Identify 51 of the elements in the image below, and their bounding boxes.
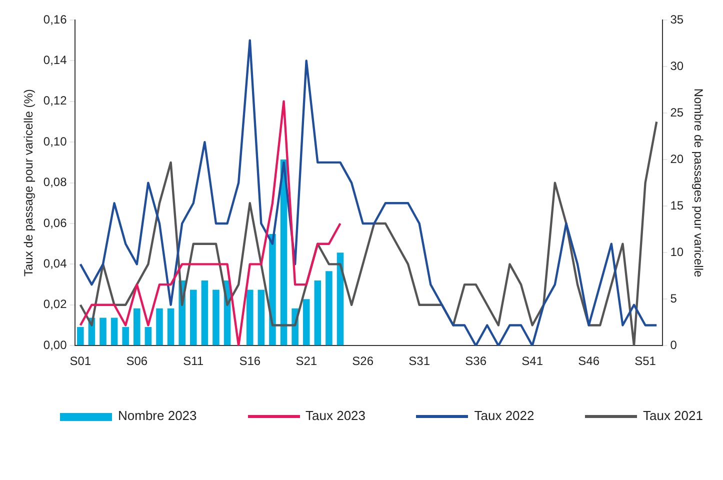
- bar: [100, 318, 106, 346]
- bar: [156, 308, 163, 346]
- y-tick-label: 0,02: [43, 297, 68, 312]
- bar: [302, 299, 310, 346]
- bar: [314, 280, 322, 346]
- y-tick-label: 0,00: [43, 338, 68, 352]
- bar: [190, 290, 197, 346]
- y2-tick-label: 5: [670, 291, 678, 306]
- bar: [77, 326, 84, 346]
- legend-label: Taux 2022: [474, 408, 534, 423]
- x-tick-label: S01: [70, 354, 92, 368]
- y-tick-label: 0,10: [43, 134, 68, 148]
- x-tick-label: S06: [126, 354, 148, 368]
- y2-tick-label: 25: [670, 105, 684, 120]
- y-tick-label: 0,08: [43, 175, 68, 190]
- y2-tick-label: 30: [670, 58, 684, 73]
- x-tick-label: S16: [239, 354, 261, 368]
- legend-label: Taux 2023: [306, 408, 366, 423]
- x-tick-label: S46: [578, 354, 600, 368]
- y2-tick-label: 15: [670, 198, 684, 212]
- y-tick-label: 0,16: [43, 12, 68, 26]
- bar: [110, 318, 118, 346]
- bar: [336, 252, 344, 346]
- y2-tick-label: 20: [670, 152, 684, 166]
- y-tick-label: 0,04: [43, 256, 68, 271]
- legend-label: Nombre 2023: [118, 408, 197, 423]
- y2-tick-label: 0: [670, 338, 678, 352]
- x-tick-label: S31: [408, 354, 430, 368]
- y-tick-label: 0,14: [43, 53, 68, 68]
- x-tick-label: S51: [634, 354, 656, 368]
- x-tick-label: S26: [352, 354, 374, 368]
- bar: [212, 290, 220, 346]
- y2-tick-label: 10: [670, 244, 684, 259]
- bar: [201, 280, 208, 346]
- bar: [144, 326, 152, 346]
- legend-label: Taux 2021: [642, 408, 703, 423]
- y2-axis-title: Nombre de passages pour varicelle: [691, 88, 706, 278]
- bar: [258, 290, 265, 346]
- y-tick-label: 0,06: [43, 216, 68, 230]
- x-tick-label: S21: [296, 354, 318, 368]
- y-axis-title: Taux de passage pour varicelle (%): [22, 89, 36, 277]
- bar: [122, 326, 129, 346]
- x-tick-label: S41: [522, 354, 544, 368]
- bar: [326, 271, 332, 346]
- y2-tick-label: 35: [670, 12, 684, 26]
- x-tick-label: S36: [465, 354, 487, 368]
- bar: [167, 308, 174, 346]
- x-tick-label: S11: [183, 354, 204, 368]
- bar: [134, 308, 140, 346]
- y-tick-label: 0,12: [43, 94, 68, 108]
- bar: [246, 290, 254, 346]
